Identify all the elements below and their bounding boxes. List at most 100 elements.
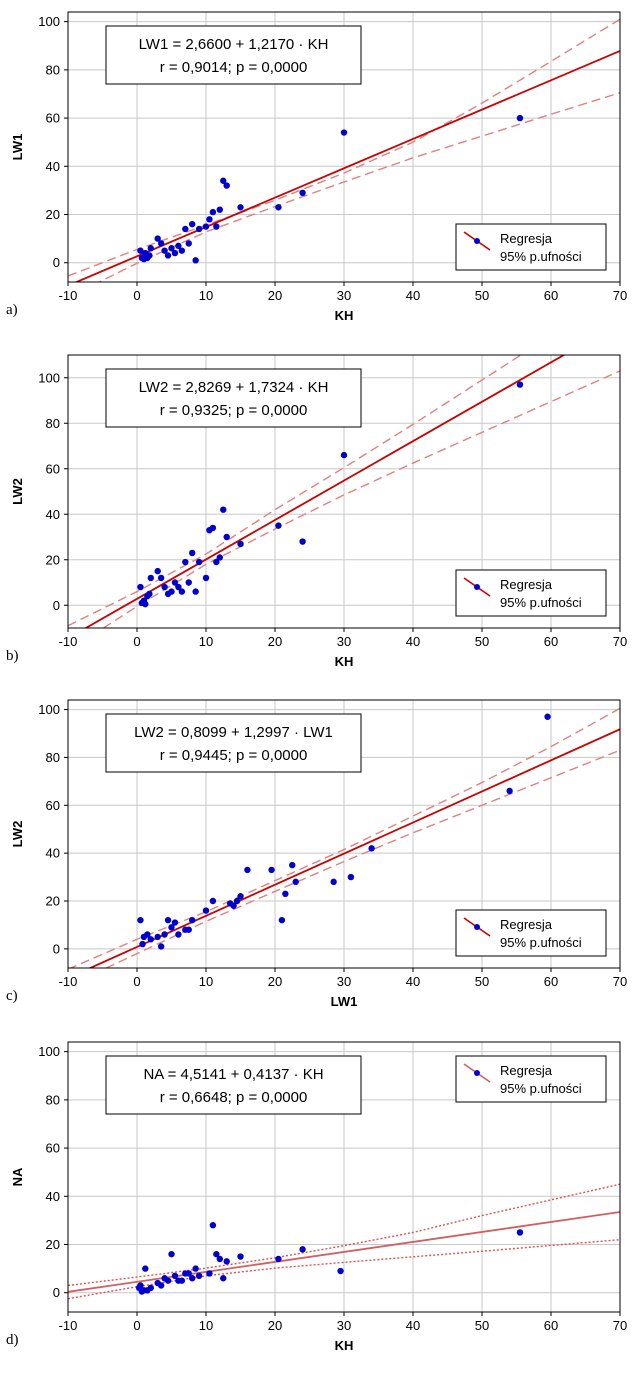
data-point (202, 223, 210, 230)
data-point (213, 558, 220, 566)
data-point (192, 588, 199, 595)
legend-point-swatch (474, 238, 480, 244)
panel-label: c) (6, 988, 18, 1004)
data-point (164, 1277, 172, 1284)
panel-label: b) (6, 648, 19, 664)
data-point (292, 878, 299, 886)
data-point (178, 247, 186, 254)
data-point (189, 1275, 196, 1282)
data-point (282, 890, 289, 898)
data-point (213, 1250, 220, 1258)
data-point (223, 1258, 230, 1265)
data-point (161, 247, 168, 254)
x-tick-label: 40 (406, 288, 420, 303)
data-point (164, 252, 172, 259)
equation-box (105, 1055, 362, 1115)
data-point (137, 583, 144, 591)
data-point (137, 1282, 144, 1289)
data-point (347, 873, 355, 881)
correlation-stats: r = 0,6648; p = 0,0000 (160, 1089, 308, 1106)
x-tick-label: -10 (59, 288, 78, 303)
legend-point-swatch (474, 1070, 480, 1076)
data-point (299, 1246, 306, 1253)
data-point (209, 1222, 217, 1229)
data-point (178, 1277, 186, 1284)
data-point (161, 583, 168, 591)
data-point (195, 1272, 203, 1280)
x-tick-label: 70 (613, 288, 627, 303)
legend-point-swatch (474, 924, 480, 930)
data-point (147, 245, 154, 252)
data-point (237, 204, 244, 211)
x-tick-label: 20 (268, 634, 282, 649)
data-point (137, 247, 144, 254)
data-point (195, 225, 203, 233)
data-point (544, 713, 551, 720)
y-tick-label: 0 (53, 255, 60, 270)
regression-equation: NA = 4,5141 + 0,4137 · KH (143, 1066, 323, 1083)
regression-equation: LW2 = 2,8269 + 1,7324 · KH (139, 379, 329, 396)
data-point (275, 522, 282, 529)
x-tick-label: 40 (406, 1318, 420, 1333)
equation-box (105, 25, 362, 85)
confidence-band-lower (104, 749, 620, 968)
data-point (146, 590, 153, 598)
data-point (337, 1267, 344, 1275)
chart-panel-1: -10 0 10 20 30 40 50 60 70 0 20 40 60 80 100 KH LW1 a) LW1… (6, 11, 627, 323)
x-axis-label: KH (335, 1338, 354, 1353)
confidence-band-upper (68, 1183, 620, 1287)
equation-box (105, 713, 362, 773)
y-tick-label: 40 (46, 507, 60, 522)
x-tick-label: 50 (475, 634, 489, 649)
data-point (223, 182, 230, 189)
data-point (142, 1265, 149, 1272)
y-axis-label: LW2 (10, 821, 25, 848)
data-point (216, 554, 223, 561)
y-tick-label: 40 (46, 846, 60, 861)
data-point (340, 451, 348, 459)
data-point (175, 583, 182, 591)
chart-panel-3: -10 0 10 20 30 40 50 60 70 0 20 40 60 80 100 LW1 LW2 c) LW… (6, 699, 627, 1009)
data-point (185, 1270, 192, 1277)
y-tick-label: 20 (46, 894, 60, 909)
data-point (168, 1250, 175, 1258)
y-tick-label: 80 (46, 750, 60, 765)
x-tick-label: 40 (406, 974, 420, 989)
y-tick-label: 100 (38, 370, 60, 385)
x-tick-label: 0 (133, 1318, 140, 1333)
data-point (185, 579, 192, 586)
data-point (299, 538, 306, 545)
data-point (368, 845, 375, 852)
data-point (192, 1265, 199, 1272)
data-point (147, 936, 154, 943)
legend-entry-regression: Regresja (500, 917, 553, 932)
data-point (139, 940, 146, 948)
data-point (168, 924, 175, 931)
data-point (182, 558, 189, 566)
x-tick-label: 70 (613, 634, 627, 649)
x-tick-label: 0 (133, 974, 140, 989)
y-axis-label: NA (10, 1167, 25, 1186)
data-point (157, 1282, 165, 1289)
y-axis-label: LW2 (10, 478, 25, 505)
x-tick-label: 40 (406, 634, 420, 649)
legend-entry-confidence: 95% p.ufności (500, 249, 582, 264)
legend-box (455, 569, 607, 617)
data-point (161, 931, 168, 938)
correlation-stats: r = 0,9325; p = 0,0000 (160, 402, 308, 419)
data-point (175, 931, 182, 938)
y-tick-label: 60 (46, 1141, 60, 1156)
legend-box (455, 223, 607, 271)
data-point (268, 866, 275, 874)
x-tick-label: 0 (133, 634, 140, 649)
legend-entry-regression: Regresja (500, 577, 553, 592)
y-tick-label: 80 (46, 416, 60, 431)
y-axis-label: LW1 (10, 134, 25, 161)
y-tick-label: 80 (46, 62, 60, 77)
data-point (202, 574, 210, 582)
data-point (202, 907, 210, 914)
x-tick-label: 30 (337, 634, 351, 649)
data-point (189, 220, 196, 228)
x-tick-label: 60 (544, 288, 558, 303)
